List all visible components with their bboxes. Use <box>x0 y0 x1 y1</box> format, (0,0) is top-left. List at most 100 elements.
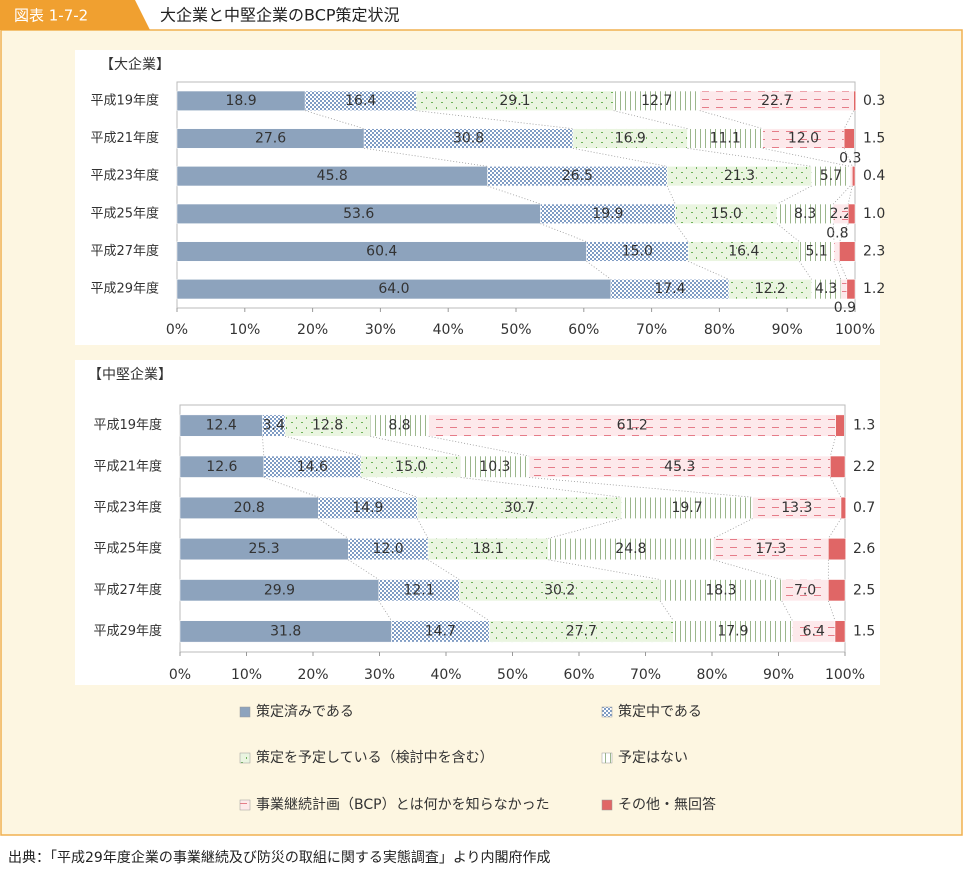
bar-segment <box>846 279 856 300</box>
x-tick-label: 0% <box>169 667 191 683</box>
x-tick-label: 100% <box>825 667 865 683</box>
y-tick-label: 平成19年度 <box>93 417 162 433</box>
figure-label-bg <box>0 0 150 30</box>
value-label: 24.8 <box>615 541 646 557</box>
connector-line <box>540 223 587 243</box>
value-label: 5.1 <box>806 244 828 260</box>
value-label: 20.8 <box>234 500 265 516</box>
value-label: 12.6 <box>206 459 237 475</box>
value-label: 30.7 <box>504 500 535 516</box>
value-label: 1.0 <box>863 206 885 222</box>
connector-line <box>263 477 319 498</box>
value-label: 1.5 <box>853 623 875 639</box>
value-label: 8.3 <box>794 206 816 222</box>
x-tick-label: 30% <box>364 667 395 683</box>
value-label: 2.5 <box>853 582 875 598</box>
value-label: 13.3 <box>781 500 812 516</box>
bar-segment <box>830 455 846 478</box>
bar-segment <box>840 279 848 300</box>
connector-line <box>833 185 851 205</box>
connector-line <box>776 185 812 205</box>
value-label: 1.3 <box>853 418 875 434</box>
value-label: 12.7 <box>641 93 672 109</box>
value-label: 53.6 <box>343 206 374 222</box>
x-tick-label: 90% <box>763 667 794 683</box>
connector-line <box>572 147 668 167</box>
bar-segment <box>853 90 856 111</box>
value-label: 18.9 <box>225 93 256 109</box>
y-tick-label: 平成29年度 <box>90 281 159 297</box>
y-tick-label: 平成25年度 <box>93 541 162 557</box>
value-label: 15.0 <box>622 244 653 260</box>
value-label: 14.9 <box>352 500 383 516</box>
legend-swatch <box>239 752 251 764</box>
connector-line <box>699 110 763 130</box>
connector-line <box>839 261 848 280</box>
legend-swatch <box>239 706 251 718</box>
x-tick-label: 70% <box>636 322 667 338</box>
value-label: 16.9 <box>615 131 646 147</box>
connector-line <box>659 600 674 621</box>
connector-line <box>847 185 853 205</box>
value-label: 8.8 <box>388 418 410 434</box>
connector-line <box>305 110 365 130</box>
x-tick-label: 70% <box>630 667 661 683</box>
x-tick-label: 60% <box>563 667 594 683</box>
y-tick-label: 平成19年度 <box>90 92 159 108</box>
bar-segment <box>828 579 846 602</box>
value-label: 10.3 <box>479 459 510 475</box>
source-note: 出典：「平成29年度企業の事業継続及び防災の取組に関する実態調査」より内閣府作成 <box>8 849 551 866</box>
value-label: 12.0 <box>788 131 819 147</box>
x-tick-label: 20% <box>297 667 328 683</box>
bar-segment <box>835 414 845 437</box>
connector-line <box>829 436 837 457</box>
x-tick-label: 40% <box>430 667 461 683</box>
legend-label: 策定を予定している（検討中を含む） <box>256 749 494 766</box>
value-label: 4.3 <box>815 281 837 297</box>
value-label: 1.5 <box>863 131 885 147</box>
y-tick-label: 平成21年度 <box>90 130 159 146</box>
value-label: 29.9 <box>264 582 295 598</box>
value-label: 27.7 <box>566 623 597 639</box>
value-label: 12.8 <box>312 418 343 434</box>
value-label: 0.9 <box>834 300 856 316</box>
value-label: 26.5 <box>562 168 593 184</box>
bar-segment <box>850 166 853 187</box>
connector-line <box>416 110 573 130</box>
connector-line <box>348 559 380 580</box>
legend-label: 策定済みである <box>256 703 354 720</box>
chart-subtitle: 【大企業】 <box>100 56 170 73</box>
legend-swatch <box>601 752 613 764</box>
connector-line <box>360 477 418 498</box>
y-tick-label: 平成27年度 <box>93 582 162 598</box>
value-label: 21.3 <box>724 168 755 184</box>
value-label: 64.0 <box>378 281 409 297</box>
x-tick-label: 100% <box>835 322 875 338</box>
x-tick-label: 50% <box>500 322 531 338</box>
value-label: 60.4 <box>366 244 397 260</box>
bar-segment <box>839 241 856 262</box>
value-label: 2.2 <box>853 459 875 475</box>
value-label: 45.8 <box>317 168 348 184</box>
x-tick-label: 30% <box>365 322 396 338</box>
value-label: 45.3 <box>664 459 695 475</box>
x-tick-label: 60% <box>568 322 599 338</box>
connector-line <box>827 600 836 621</box>
connector-line <box>830 477 842 498</box>
legend-label: 策定中である <box>618 703 702 720</box>
value-label: 25.3 <box>249 541 280 557</box>
value-label: 22.7 <box>761 93 792 109</box>
x-tick-label: 10% <box>229 322 260 338</box>
connector-line <box>460 477 622 498</box>
bar-segment <box>847 203 856 224</box>
connector-line <box>713 518 753 539</box>
connector-line <box>284 435 361 457</box>
value-label: 17.3 <box>755 541 786 557</box>
legend-label: その他・無回答 <box>618 796 716 813</box>
value-label: 14.7 <box>425 623 456 639</box>
value-label: 19.7 <box>671 500 702 516</box>
connector-line <box>487 185 541 205</box>
value-label: 17.9 <box>717 623 748 639</box>
y-tick-label: 平成25年度 <box>90 205 159 221</box>
